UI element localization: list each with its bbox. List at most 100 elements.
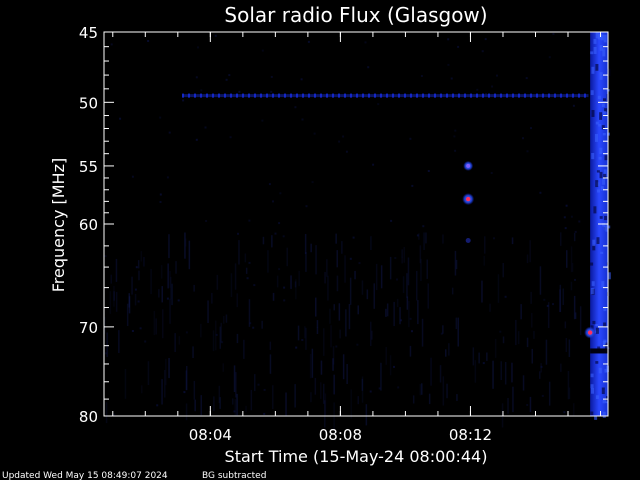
rfi-band-dot bbox=[572, 93, 574, 98]
noise-streak bbox=[494, 338, 497, 358]
noise-dot bbox=[427, 170, 430, 172]
noise-streak bbox=[455, 317, 458, 330]
noise-streak bbox=[504, 362, 507, 385]
burst-band-texture bbox=[607, 225, 611, 229]
noise-streak bbox=[271, 235, 273, 248]
burst-band-texture bbox=[599, 112, 603, 120]
noise-streak bbox=[530, 291, 532, 304]
noise-streak bbox=[315, 297, 317, 317]
noise-streak bbox=[324, 272, 326, 284]
noise-dot bbox=[233, 410, 236, 413]
noise-streak bbox=[564, 321, 567, 329]
burst-band-texture bbox=[595, 361, 599, 364]
noise-streak bbox=[315, 245, 317, 275]
rfi-band-dot bbox=[506, 93, 508, 98]
noise-streak bbox=[497, 274, 500, 303]
burst-band-texture bbox=[601, 103, 605, 108]
noise-streak bbox=[188, 240, 191, 270]
noise-streak bbox=[531, 348, 533, 364]
noise-streak bbox=[124, 369, 127, 399]
noise-streak bbox=[573, 295, 576, 320]
noise-streak bbox=[316, 327, 319, 334]
noise-streak bbox=[399, 307, 401, 325]
noise-dot bbox=[253, 284, 256, 287]
burst-band-texture bbox=[596, 237, 600, 244]
burst-band-texture bbox=[590, 262, 594, 266]
noise-streak bbox=[341, 241, 343, 254]
noise-dot bbox=[548, 56, 551, 59]
noise-dot bbox=[349, 257, 352, 260]
noise-streak bbox=[236, 293, 238, 308]
noise-streak bbox=[109, 291, 112, 314]
noise-streak bbox=[375, 263, 378, 291]
noise-dot bbox=[565, 204, 568, 207]
noise-streak bbox=[573, 232, 576, 242]
noise-dot bbox=[144, 340, 147, 343]
noise-streak bbox=[439, 365, 442, 383]
noise-streak bbox=[174, 333, 176, 352]
noise-streak bbox=[570, 281, 573, 291]
noise-streak bbox=[332, 346, 335, 365]
noise-streak bbox=[402, 276, 405, 293]
footer-updated: Updated Wed May 15 08:49:07 2024 bbox=[2, 471, 168, 480]
noise-streak bbox=[304, 234, 307, 254]
noise-dot bbox=[543, 298, 546, 301]
noise-dot bbox=[440, 332, 443, 335]
noise-streak bbox=[389, 256, 392, 280]
noise-streak bbox=[220, 322, 222, 343]
noise-streak bbox=[248, 299, 251, 327]
noise-dot bbox=[131, 330, 134, 332]
noise-dot bbox=[552, 303, 554, 306]
noise-streak bbox=[225, 314, 228, 323]
noise-dot bbox=[484, 38, 487, 41]
noise-streak bbox=[147, 361, 150, 385]
noise-dot bbox=[261, 119, 264, 122]
noise-streak bbox=[423, 232, 425, 250]
noise-dot bbox=[225, 78, 228, 81]
burst-band-texture bbox=[590, 411, 594, 416]
noise-streak bbox=[272, 292, 275, 301]
noise-streak bbox=[170, 276, 172, 300]
noise-dot bbox=[539, 191, 542, 194]
noise-dot bbox=[411, 330, 413, 333]
noise-dot bbox=[204, 126, 207, 129]
noise-dot bbox=[454, 129, 457, 132]
burst-band-texture bbox=[592, 239, 596, 247]
noise-dot bbox=[313, 132, 316, 135]
noise-streak bbox=[250, 389, 253, 411]
noise-streak bbox=[332, 358, 334, 371]
burst-band-texture bbox=[603, 34, 607, 43]
noise-streak bbox=[310, 392, 312, 403]
noise-dot bbox=[137, 300, 140, 303]
noise-dot bbox=[311, 181, 314, 184]
noise-streak bbox=[408, 301, 410, 328]
noise-streak bbox=[357, 396, 359, 405]
noise-streak bbox=[285, 392, 287, 417]
noise-dot bbox=[358, 262, 361, 265]
noise-streak bbox=[442, 376, 445, 406]
burst-band-texture bbox=[593, 38, 597, 44]
noise-streak bbox=[526, 254, 529, 264]
noise-streak bbox=[342, 354, 345, 380]
noise-streak bbox=[406, 273, 408, 298]
y-tick-label: 50 bbox=[79, 94, 98, 112]
noise-dot bbox=[238, 90, 241, 93]
noise-streak bbox=[419, 245, 422, 264]
burst-band-texture bbox=[601, 281, 605, 289]
rfi-band-dot bbox=[416, 93, 418, 98]
noise-dot bbox=[282, 235, 285, 238]
burst-band-texture bbox=[601, 387, 605, 395]
noise-dot bbox=[104, 352, 107, 355]
noise-streak bbox=[304, 326, 306, 339]
noise-streak bbox=[168, 234, 170, 259]
noise-dot bbox=[249, 322, 252, 325]
noise-streak bbox=[512, 386, 514, 413]
rfi-band-dot bbox=[182, 93, 184, 98]
noise-dot bbox=[393, 365, 395, 368]
noise-streak bbox=[457, 317, 459, 347]
noise-streak bbox=[150, 268, 152, 295]
noise-streak bbox=[232, 398, 234, 405]
noise-streak bbox=[371, 330, 373, 340]
noise-streak bbox=[548, 381, 551, 406]
noise-dot bbox=[268, 183, 271, 186]
